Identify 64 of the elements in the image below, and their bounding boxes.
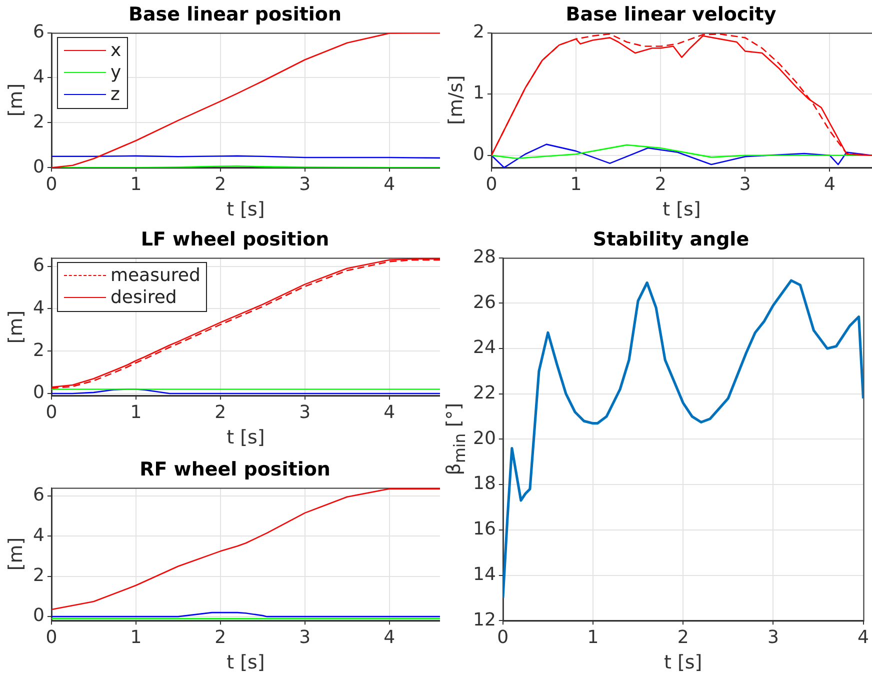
x-tick-label: 3 bbox=[767, 627, 779, 648]
y-tick-label: 0 bbox=[33, 605, 44, 626]
y-axis-title: [m] bbox=[5, 310, 27, 344]
chart-title: Stability angle bbox=[592, 228, 750, 250]
y-tick-label: 0 bbox=[33, 156, 44, 178]
legend-label: z bbox=[110, 84, 120, 106]
y-tick-label: 0 bbox=[33, 382, 44, 404]
y-tick-label: 2 bbox=[33, 340, 44, 361]
y-tick-label: 2 bbox=[33, 111, 44, 132]
y-tick-label: 6 bbox=[33, 254, 44, 276]
x-tick-label: 4 bbox=[858, 627, 869, 648]
legend-label: y bbox=[110, 62, 122, 84]
x-tick-label: 1 bbox=[587, 627, 599, 648]
x-axis-title: t [s] bbox=[226, 652, 265, 674]
y-tick-label: 28 bbox=[473, 246, 496, 268]
x-tick-label: 3 bbox=[299, 627, 311, 648]
y-tick-label: 20 bbox=[473, 428, 496, 449]
y-tick-label: 24 bbox=[473, 337, 496, 358]
y-tick-label: 2 bbox=[33, 565, 44, 586]
y-tick-label: 4 bbox=[33, 297, 44, 318]
x-axis-title: t [s] bbox=[662, 198, 701, 221]
y-tick-label: 22 bbox=[473, 382, 496, 404]
x-tick-label: 2 bbox=[214, 627, 226, 648]
chart-title: LF wheel position bbox=[140, 228, 330, 250]
x-tick-label: 2 bbox=[677, 627, 689, 648]
legend-label: measured bbox=[110, 264, 200, 287]
x-tick-label: 2 bbox=[214, 174, 226, 196]
x-tick-label: 1 bbox=[570, 174, 582, 196]
x-tick-label: 2 bbox=[214, 402, 226, 424]
x-axis-title: t [s] bbox=[226, 426, 265, 449]
x-tick-label: 1 bbox=[130, 174, 142, 196]
chart-title: RF wheel position bbox=[140, 458, 330, 480]
y-axis-title: [m] bbox=[5, 538, 27, 571]
chart-title: Base linear position bbox=[128, 3, 342, 26]
y-tick-label: 6 bbox=[33, 21, 44, 42]
x-tick-label: 4 bbox=[384, 402, 396, 424]
y-tick-label: 2 bbox=[473, 21, 484, 42]
y-tick-label: 0 bbox=[473, 144, 484, 166]
x-axis-title: t [s] bbox=[664, 652, 702, 674]
x-tick-label: 4 bbox=[384, 174, 396, 196]
x-tick-label: 2 bbox=[654, 174, 666, 196]
y-tick-label: 4 bbox=[33, 66, 44, 88]
y-tick-label: 14 bbox=[473, 564, 496, 585]
y-tick-label: 12 bbox=[473, 609, 496, 630]
legend-label: x bbox=[110, 40, 122, 62]
x-tick-label: 0 bbox=[497, 627, 509, 648]
x-tick-label: 1 bbox=[130, 402, 142, 424]
y-tick-label: 26 bbox=[473, 292, 496, 313]
chart-title: Base linear velocity bbox=[566, 3, 777, 26]
y-tick-label: 16 bbox=[473, 518, 496, 540]
y-tick-label: 1 bbox=[473, 82, 484, 104]
x-tick-label: 4 bbox=[384, 627, 396, 648]
y-tick-label: 4 bbox=[33, 524, 44, 546]
x-tick-label: 3 bbox=[739, 174, 751, 196]
y-axis-title: [m/s] bbox=[445, 75, 467, 126]
y-tick-label: 18 bbox=[473, 473, 496, 494]
x-tick-label: 4 bbox=[824, 174, 836, 196]
x-tick-label: 3 bbox=[299, 174, 311, 196]
legend-label: desired bbox=[110, 286, 177, 309]
y-axis-title: [m] bbox=[5, 84, 27, 117]
x-tick-label: 3 bbox=[299, 402, 311, 424]
x-tick-label: 1 bbox=[130, 627, 142, 648]
y-tick-label: 6 bbox=[33, 484, 44, 506]
x-axis-title: t [s] bbox=[226, 198, 265, 221]
